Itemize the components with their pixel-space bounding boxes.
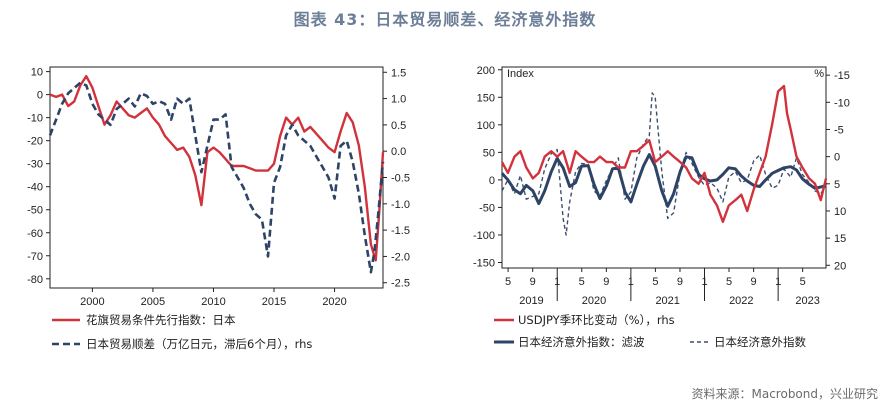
x-axis-tick-label: 9: [603, 276, 609, 288]
left-chart: 10 0 -10 -20 -30 -40 -50 -60 -70 -80 1.5 1.0 0.5 0.0 -…: [27, 66, 410, 351]
x-axis-tick-label: 2015: [262, 296, 286, 308]
x-axis-tick-label: 2005: [141, 296, 165, 308]
x-axis-tick-label: 2010: [201, 296, 225, 308]
left-axis-tick-label: -40: [27, 182, 43, 194]
right-chart: Index %200150100500-50-100-150-15-10-5051…: [473, 65, 850, 349]
right-axis-tick-label: -1.0: [391, 199, 410, 211]
year-label: 2023: [795, 295, 819, 307]
right-axis-tick-label: 10: [834, 206, 846, 218]
x-axis-tick-label: 9: [530, 276, 536, 288]
legend-label: USDJPY季环比变动（%），rhs: [518, 313, 675, 327]
left-axis-tick-label: -80: [27, 274, 43, 286]
left-axis-tick-label: -100: [473, 230, 495, 242]
right-axis-tick-label: -2.5: [391, 278, 410, 290]
left-axis-tick-label: 150: [477, 92, 495, 104]
right-axis-tick-label: -15: [834, 70, 850, 82]
left-axis-tick-label: -60: [27, 228, 43, 240]
legend-label: 日本贸易顺差（万亿日元，滞后6个月），rhs: [86, 337, 312, 351]
right-axis-tick-label: 5: [834, 179, 840, 191]
right-axis-tick-label: 1.5: [391, 67, 406, 79]
year-label: 2022: [729, 295, 753, 307]
x-axis-tick-label: 5: [652, 276, 658, 288]
citi-tot-index-series-line: [49, 75, 385, 262]
right-axis-tick-label: -10: [834, 97, 850, 109]
plot-frame: [501, 66, 827, 269]
x-axis-tick-label: 5: [579, 276, 585, 288]
right-axis-title: %: [814, 68, 824, 80]
year-label: 2021: [655, 295, 679, 307]
right-axis-tick-label: -0.5: [391, 173, 410, 185]
right-axis-tick-label: 20: [834, 260, 846, 272]
trade-balance-series-line: [48, 81, 385, 274]
left-axis-tick-label: 200: [477, 65, 495, 77]
x-axis-tick-label: 9: [677, 276, 683, 288]
legend-label: 日本经济意外指数: [714, 335, 806, 349]
left-axis-tick-label: -50: [479, 202, 495, 214]
left-axis-tick-label: 100: [477, 120, 495, 132]
plot-frame: [49, 66, 384, 289]
right-axis-tick-label: 0: [834, 152, 840, 164]
usdjpy-series-line: [500, 84, 828, 223]
right-axis-tick-label: -5: [834, 124, 844, 136]
right-axis-tick-label: -1.5: [391, 225, 410, 237]
x-axis-tick-label: 5: [726, 276, 732, 288]
year-label: 2019: [519, 295, 543, 307]
source-note: 资料来源：Macrobond，兴业研究: [691, 387, 879, 401]
left-axis-tick-label: -30: [27, 159, 43, 171]
legend-label: 花旗贸易条件先行指数：日本: [86, 313, 236, 327]
year-label: 2020: [582, 295, 606, 307]
surprise-index-series-line: [501, 92, 827, 236]
left-axis-title: Index: [507, 68, 534, 80]
x-axis-tick-label: 2000: [80, 296, 104, 308]
left-axis-tick-label: -20: [27, 136, 43, 148]
left-axis-tick-label: 0: [489, 175, 495, 187]
left-axis-tick-label: -70: [27, 251, 43, 263]
surprise-filtered-series-line: [500, 153, 827, 208]
right-axis-tick-label: 15: [834, 233, 846, 245]
right-axis-tick-label: 0.5: [391, 120, 406, 132]
left-axis-tick-label: -10: [27, 113, 43, 125]
left-axis-tick-label: -150: [473, 257, 495, 269]
right-axis-tick-label: 0.0: [391, 146, 406, 158]
right-axis-tick-label: -2.0: [391, 251, 410, 263]
x-axis-tick-label: 5: [800, 276, 806, 288]
right-axis-tick-label: 1.0: [391, 94, 406, 106]
x-axis-tick-label: 5: [505, 276, 511, 288]
left-axis-tick-label: 10: [31, 67, 43, 79]
left-axis-tick-label: 0: [37, 90, 43, 102]
legend-label: 日本经济意外指数：滤波: [518, 335, 645, 349]
x-axis-tick-label: 2020: [322, 296, 346, 308]
left-axis-tick-label: 50: [483, 147, 495, 159]
chart-title: 图表 43：日本贸易顺差、经济意外指数: [293, 10, 597, 29]
x-axis-tick-label: 9: [751, 276, 757, 288]
left-axis-tick-label: -50: [27, 205, 43, 217]
